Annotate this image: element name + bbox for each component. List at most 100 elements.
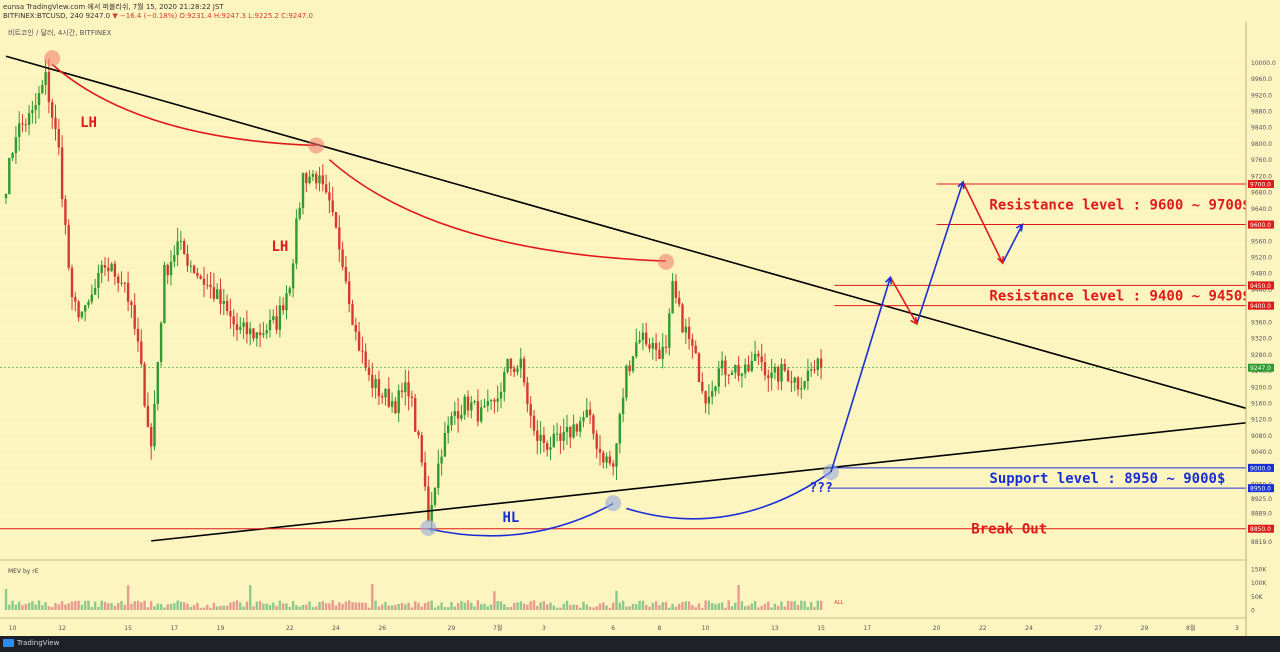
candle-body [295, 218, 298, 264]
candle-body [123, 282, 126, 284]
volume-bar [153, 606, 156, 610]
candle-body [11, 153, 14, 158]
volume-bar [711, 603, 714, 610]
volume-bar [189, 606, 192, 610]
tradingview-logo[interactable]: TradingView [3, 639, 59, 647]
candle-body [483, 405, 486, 408]
volume-bar [44, 602, 47, 610]
volume-bar [212, 602, 216, 610]
date-tick-label: 19 [217, 625, 225, 632]
candle-body [143, 363, 146, 406]
candle-body [664, 346, 668, 348]
candle-body [430, 504, 433, 522]
volume-bar [235, 600, 239, 610]
volume-bar [156, 603, 159, 610]
date-tick-label: 17 [863, 625, 871, 632]
price-tick-label: 9800.0 [1251, 141, 1272, 148]
volume-bar [585, 604, 588, 610]
volume-bar [126, 585, 130, 610]
volume-tick-label: 50K [1251, 594, 1264, 601]
resistance-label: Resistance level : 9600 ~ 9700$ [989, 197, 1250, 213]
volume-bars [4, 583, 823, 610]
candle-body [324, 184, 328, 193]
volume-bar [668, 607, 671, 610]
candle-body [206, 284, 209, 286]
date-tick-label: 6 [611, 625, 615, 632]
candle-body [54, 117, 57, 130]
price-chart[interactable]: Break Out Resistance level : 9600 ~ 9700$… [0, 0, 1280, 636]
candle-body [786, 370, 790, 382]
candle-body [737, 364, 740, 376]
candle-body [440, 456, 443, 464]
candle-body [542, 434, 546, 444]
volume-bar [348, 600, 351, 610]
volume-bar [562, 603, 565, 610]
candle-body [433, 487, 437, 505]
volume-bar [678, 603, 681, 610]
candle-body [126, 282, 130, 302]
volume-bar [291, 601, 295, 610]
volume-bar [97, 606, 100, 610]
volume-bar [258, 601, 262, 610]
support-tag-text: 8950.0 [1250, 486, 1271, 493]
candle-body [816, 358, 819, 371]
date-tick-label: 29 [448, 625, 456, 632]
volume-bar [136, 600, 140, 610]
support-tag [1248, 463, 1274, 472]
volume-bar [612, 602, 615, 610]
symbol-label[interactable]: BITFINEX:BTCUSD, 240 9247.0 [3, 12, 111, 20]
candle-body [800, 388, 803, 390]
footer-bar: TradingView [0, 636, 1280, 652]
volume-bar [74, 601, 77, 610]
volume-bar [509, 606, 513, 610]
volume-bar [387, 605, 390, 610]
candle-body [417, 431, 420, 436]
candle-body [150, 426, 153, 447]
candle-body [711, 391, 714, 397]
candle-body [744, 364, 747, 374]
arrow-head [1015, 223, 1024, 232]
volume-bar [410, 607, 414, 610]
volume-bar [532, 600, 536, 610]
candle-body [285, 293, 288, 311]
volume-bar [638, 600, 641, 610]
candle-body [278, 305, 282, 330]
volume-bar [664, 601, 668, 610]
date-tick-label: 3 [1235, 625, 1239, 632]
candle-body [305, 173, 308, 184]
price-axis[interactable]: 10000.0 9960.0 9920.0 9880.0 9840.0 9800.0 976… [1245, 22, 1280, 636]
price-tick-label: 9480.0 [1251, 271, 1272, 278]
current-price-tag [1248, 363, 1274, 372]
volume-bar [437, 605, 440, 610]
candle-body [328, 192, 331, 201]
volume-bar [324, 603, 328, 610]
price-tick-label: 9080.0 [1251, 433, 1272, 440]
volume-bar [113, 605, 117, 610]
volume-bar [351, 602, 354, 610]
candle-body [146, 405, 150, 427]
date-tick-label: 10 [702, 625, 710, 632]
candle-body [539, 434, 542, 441]
candle-body [460, 414, 463, 419]
candle-body [338, 227, 341, 250]
volume-bar [793, 601, 796, 610]
volume-bar [225, 605, 229, 610]
candle-body [156, 362, 159, 404]
candle-body [90, 294, 93, 302]
candle-body [8, 157, 11, 195]
candle-body [671, 281, 674, 314]
candle-body [136, 328, 140, 342]
volume-bar [546, 604, 549, 610]
volume-bar [813, 607, 816, 610]
volume-bar [414, 601, 417, 610]
volume-bar [80, 604, 84, 610]
chart-header: eunsa TradingView.com 에서 퍼블리쉬, 7월 15, 20… [0, 0, 1280, 22]
volume-bar [338, 602, 341, 610]
candle-body [163, 264, 166, 324]
price-axis-bg [1246, 22, 1280, 636]
volume-bar [192, 605, 196, 610]
volume-bar [697, 603, 701, 610]
lower-trendline [151, 418, 1280, 542]
time-axis[interactable]: 10 12 15 17 19 22 24 26 29 7월 3 6 8 10 13 15 17 20 22 24 27 2… [9, 624, 1239, 632]
candle-body [107, 267, 110, 272]
